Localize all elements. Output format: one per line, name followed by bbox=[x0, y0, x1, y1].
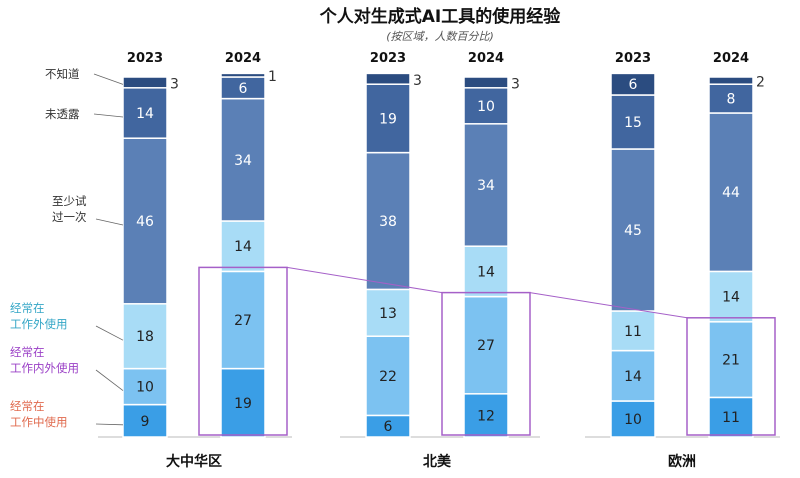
bar-segment bbox=[220, 72, 266, 78]
bar-segment bbox=[708, 396, 754, 438]
legend-label: 不知道 bbox=[45, 67, 80, 81]
bar-segment bbox=[708, 112, 754, 273]
data-label: 14 bbox=[136, 106, 154, 122]
chart-subtitle: (按区域，人数百分比) bbox=[386, 30, 494, 43]
year-label: 2023 bbox=[370, 51, 406, 66]
legend-label: 经常在工作内外使用 bbox=[10, 345, 79, 375]
bar-segment bbox=[708, 83, 754, 114]
bar-segment bbox=[122, 137, 168, 305]
data-label: 15 bbox=[624, 115, 642, 131]
year-label: 2024 bbox=[225, 51, 261, 66]
bar-segment bbox=[220, 220, 266, 273]
legend-leader bbox=[95, 218, 124, 226]
data-label: 13 bbox=[379, 306, 397, 322]
legend-leader bbox=[95, 325, 124, 341]
highlight-connector bbox=[529, 292, 688, 319]
year-label: 2023 bbox=[615, 51, 651, 66]
bar-segment bbox=[220, 367, 266, 438]
bar-segment bbox=[463, 87, 509, 125]
bar-segment bbox=[122, 303, 168, 370]
data-label: 3 bbox=[413, 73, 422, 89]
group-label: 欧洲 bbox=[668, 453, 696, 470]
data-label: 14 bbox=[477, 264, 495, 280]
data-label: 9 bbox=[141, 414, 150, 430]
bar-segment bbox=[610, 349, 656, 402]
group-label: 北美 bbox=[423, 453, 452, 470]
year-label: 2023 bbox=[127, 51, 163, 66]
legend-label: 至少试过一次 bbox=[52, 194, 87, 224]
data-label: 14 bbox=[722, 290, 740, 306]
bar-segment bbox=[463, 295, 509, 395]
data-label: 14 bbox=[624, 369, 642, 385]
bar-segment bbox=[365, 83, 411, 154]
bar-segment bbox=[220, 97, 266, 222]
data-label: 18 bbox=[136, 329, 154, 345]
data-label: 8 bbox=[727, 92, 736, 108]
data-label: 19 bbox=[379, 111, 397, 127]
data-label: 11 bbox=[624, 324, 642, 340]
year-label: 2024 bbox=[713, 51, 749, 66]
bar-segment bbox=[365, 151, 411, 291]
data-label: 22 bbox=[379, 369, 397, 385]
data-label: 46 bbox=[136, 214, 154, 230]
data-label: 38 bbox=[379, 214, 397, 230]
bar-segment bbox=[122, 403, 168, 438]
chart-title: 个人对生成式AI工具的使用经验 bbox=[319, 6, 561, 27]
bar-segment bbox=[365, 72, 411, 85]
data-label: 12 bbox=[477, 408, 495, 424]
data-label: 27 bbox=[234, 313, 252, 329]
bar-segment bbox=[610, 72, 656, 96]
group-label: 大中华区 bbox=[166, 453, 222, 470]
highlight-connector bbox=[286, 266, 443, 294]
legend-label: 经常在工作中使用 bbox=[10, 399, 68, 429]
bar-segment bbox=[610, 148, 656, 312]
data-label: 2 bbox=[756, 75, 765, 91]
data-label: 27 bbox=[477, 338, 495, 354]
bar-segment bbox=[708, 76, 754, 85]
data-label: 10 bbox=[624, 412, 642, 428]
legend-leader bbox=[93, 73, 124, 85]
data-label: 10 bbox=[477, 99, 495, 115]
data-label: 6 bbox=[239, 81, 248, 97]
data-label: 45 bbox=[624, 223, 642, 239]
data-label: 1 bbox=[268, 69, 277, 85]
data-label: 3 bbox=[170, 76, 179, 92]
data-label: 34 bbox=[234, 153, 252, 169]
data-label: 10 bbox=[136, 380, 154, 396]
bar-segment bbox=[463, 393, 509, 438]
bar-segment bbox=[220, 270, 266, 370]
legend-leader bbox=[95, 369, 124, 391]
legend-label: 未透露 bbox=[45, 107, 80, 121]
data-label: 34 bbox=[477, 178, 495, 194]
legend-leader bbox=[95, 423, 124, 426]
data-label: 11 bbox=[722, 410, 740, 426]
bar-segment bbox=[365, 335, 411, 417]
data-label: 19 bbox=[234, 396, 252, 412]
year-label: 2024 bbox=[468, 51, 504, 66]
data-label: 21 bbox=[722, 353, 740, 369]
bar-segment bbox=[122, 76, 168, 89]
highlight-box bbox=[441, 291, 531, 436]
highlight-box bbox=[686, 317, 776, 436]
highlight-box bbox=[198, 266, 288, 436]
data-label: 6 bbox=[629, 77, 638, 93]
data-label: 3 bbox=[511, 76, 520, 92]
data-label: 14 bbox=[234, 239, 252, 255]
legend-leader bbox=[93, 113, 124, 118]
legend-label: 经常在工作外使用 bbox=[10, 301, 68, 331]
data-label: 44 bbox=[722, 185, 740, 201]
data-label: 6 bbox=[384, 419, 393, 435]
bar-segment bbox=[463, 76, 509, 89]
